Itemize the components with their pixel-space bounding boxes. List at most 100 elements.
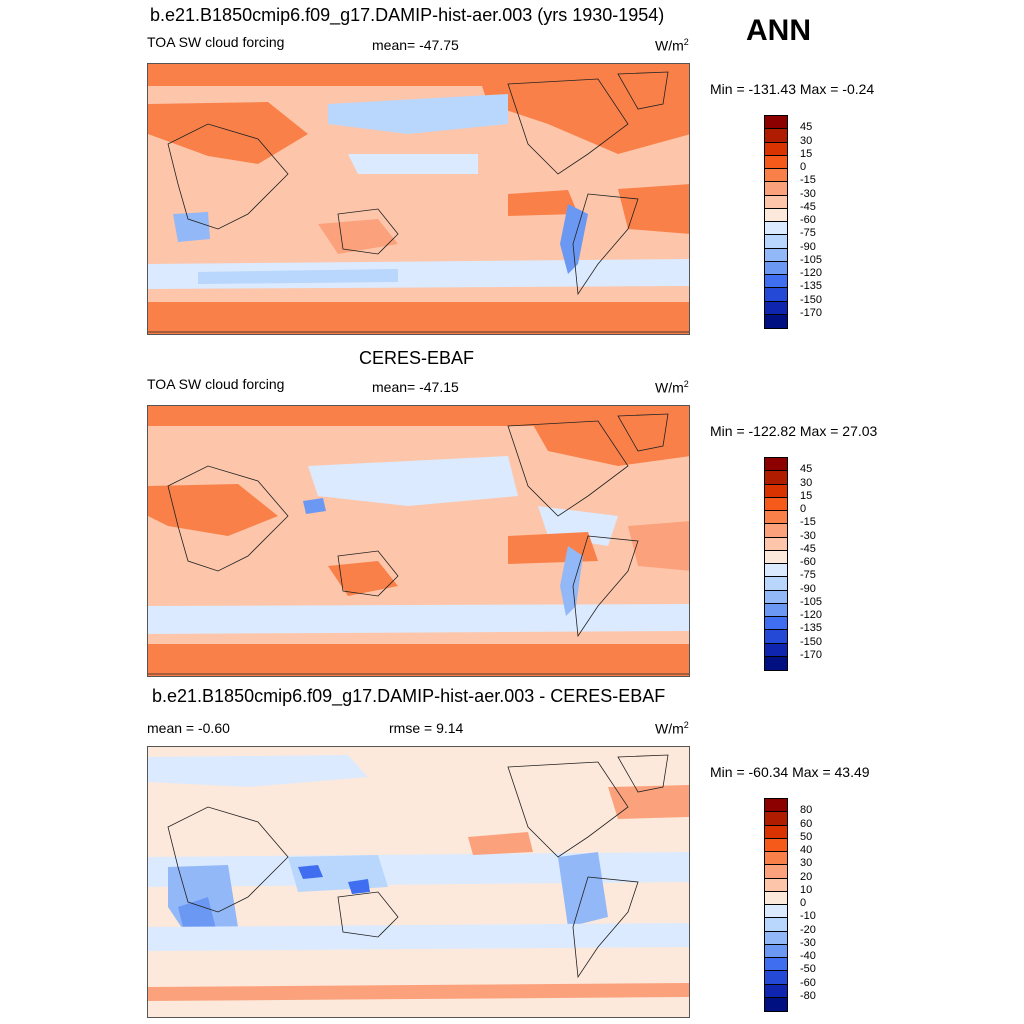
colorbar-tick-label: -90 xyxy=(800,584,816,595)
colorbar-tick-label: -120 xyxy=(800,610,822,621)
colorbar-tick-label: 45 xyxy=(800,122,812,133)
colorbar-swatch xyxy=(765,302,787,315)
colorbar-tick-label: -170 xyxy=(800,308,822,319)
colorbar-swatch xyxy=(765,958,787,971)
colorbar-swatch xyxy=(765,222,787,235)
colorbar-swatch xyxy=(765,577,787,590)
colorbar-swatch xyxy=(765,485,787,498)
panel-3-units: W/m2 xyxy=(655,721,689,736)
colorbar-swatch xyxy=(765,235,787,248)
colorbar-tick-label: -135 xyxy=(800,281,822,292)
colorbar-swatch xyxy=(765,985,787,998)
panel-3-colorbar xyxy=(764,798,788,1012)
colorbar-swatch xyxy=(765,852,787,865)
colorbar-swatch xyxy=(765,458,787,471)
panel-1-map xyxy=(147,63,690,335)
panel-3-mean-label: mean = -0.60 xyxy=(147,721,230,735)
colorbar-swatch xyxy=(765,998,787,1011)
colorbar-swatch xyxy=(765,156,787,169)
colorbar-swatch xyxy=(765,865,787,878)
panel-3-map xyxy=(147,746,690,1018)
season-label: ANN xyxy=(746,16,811,46)
colorbar-tick-label: -135 xyxy=(800,623,822,634)
colorbar-swatch xyxy=(765,905,787,918)
colorbar-swatch xyxy=(765,169,787,182)
panel-2-title: CERES-EBAF xyxy=(359,349,474,367)
colorbar-tick-label: 0 xyxy=(800,898,806,909)
colorbar-tick-label: 30 xyxy=(800,478,812,489)
colorbar-swatch xyxy=(765,196,787,209)
colorbar-swatch xyxy=(765,617,787,630)
colorbar-tick-label: -105 xyxy=(800,255,822,266)
colorbar-swatch xyxy=(765,288,787,301)
colorbar-swatch xyxy=(765,116,787,129)
colorbar-swatch xyxy=(765,511,787,524)
colorbar-swatch xyxy=(765,971,787,984)
panel-1-units: W/m2 xyxy=(655,38,689,53)
colorbar-tick-label: -30 xyxy=(800,938,816,949)
colorbar-tick-label: -45 xyxy=(800,202,816,213)
panel-2-minmax: Min = -122.82 Max = 27.03 xyxy=(710,424,877,438)
colorbar-swatch xyxy=(765,262,787,275)
colorbar-tick-label: 80 xyxy=(800,805,812,816)
colorbar-swatch xyxy=(765,275,787,288)
colorbar-tick-label: -60 xyxy=(800,557,816,568)
panel-1-variable-label: TOA SW cloud forcing xyxy=(147,35,284,49)
colorbar-tick-label: 20 xyxy=(800,872,812,883)
colorbar-swatch xyxy=(765,551,787,564)
colorbar-tick-label: 15 xyxy=(800,491,812,502)
colorbar-tick-label: -170 xyxy=(800,650,822,661)
colorbar-swatch xyxy=(765,591,787,604)
colorbar-tick-label: -30 xyxy=(800,531,816,542)
colorbar-tick-label: 40 xyxy=(800,845,812,856)
colorbar-swatch xyxy=(765,932,787,945)
panel-3-rmse-label: rmse = 9.14 xyxy=(389,721,463,735)
colorbar-swatch xyxy=(765,657,787,670)
colorbar-swatch xyxy=(765,524,787,537)
panel-2-colorbar xyxy=(764,457,788,671)
colorbar-tick-label: -15 xyxy=(800,517,816,528)
colorbar-tick-label: -10 xyxy=(800,911,816,922)
colorbar-swatch xyxy=(765,209,787,222)
colorbar-tick-label: -75 xyxy=(800,228,816,239)
colorbar-tick-label: -90 xyxy=(800,242,816,253)
colorbar-tick-label: -150 xyxy=(800,637,822,648)
colorbar-swatch xyxy=(765,498,787,511)
colorbar-swatch xyxy=(765,604,787,617)
colorbar-swatch xyxy=(765,315,787,328)
panel-3-minmax: Min = -60.34 Max = 43.49 xyxy=(710,765,870,779)
colorbar-swatch xyxy=(765,826,787,839)
colorbar-swatch xyxy=(765,182,787,195)
colorbar-tick-label: -120 xyxy=(800,268,822,279)
colorbar-tick-label: 50 xyxy=(800,832,812,843)
colorbar-swatch xyxy=(765,471,787,484)
colorbar-tick-label: -50 xyxy=(800,964,816,975)
colorbar-tick-label: 45 xyxy=(800,464,812,475)
colorbar-swatch xyxy=(765,644,787,657)
panel-1-colorbar xyxy=(764,115,788,329)
colorbar-tick-label: -30 xyxy=(800,189,816,200)
colorbar-tick-label: 30 xyxy=(800,136,812,147)
colorbar-tick-label: 0 xyxy=(800,504,806,515)
colorbar-tick-label: 0 xyxy=(800,162,806,173)
panel-1-mean-label: mean= -47.75 xyxy=(372,38,459,52)
colorbar-swatch xyxy=(765,630,787,643)
colorbar-swatch xyxy=(765,538,787,551)
colorbar-tick-label: 10 xyxy=(800,885,812,896)
colorbar-tick-label: -80 xyxy=(800,991,816,1002)
panel-2-units: W/m2 xyxy=(655,380,689,395)
colorbar-swatch xyxy=(765,918,787,931)
colorbar-swatch xyxy=(765,799,787,812)
panel-3-title: b.e21.B1850cmip6.f09_g17.DAMIP-hist-aer.… xyxy=(152,687,665,705)
colorbar-swatch xyxy=(765,812,787,825)
panel-2-map xyxy=(147,405,690,677)
colorbar-tick-label: -105 xyxy=(800,597,822,608)
panel-2-variable-label: TOA SW cloud forcing xyxy=(147,377,284,391)
colorbar-tick-label: 60 xyxy=(800,819,812,830)
colorbar-swatch xyxy=(765,945,787,958)
colorbar-tick-label: -60 xyxy=(800,978,816,989)
colorbar-swatch xyxy=(765,879,787,892)
colorbar-swatch xyxy=(765,129,787,142)
panel-1-title: b.e21.B1850cmip6.f09_g17.DAMIP-hist-aer.… xyxy=(150,6,664,24)
colorbar-swatch xyxy=(765,839,787,852)
